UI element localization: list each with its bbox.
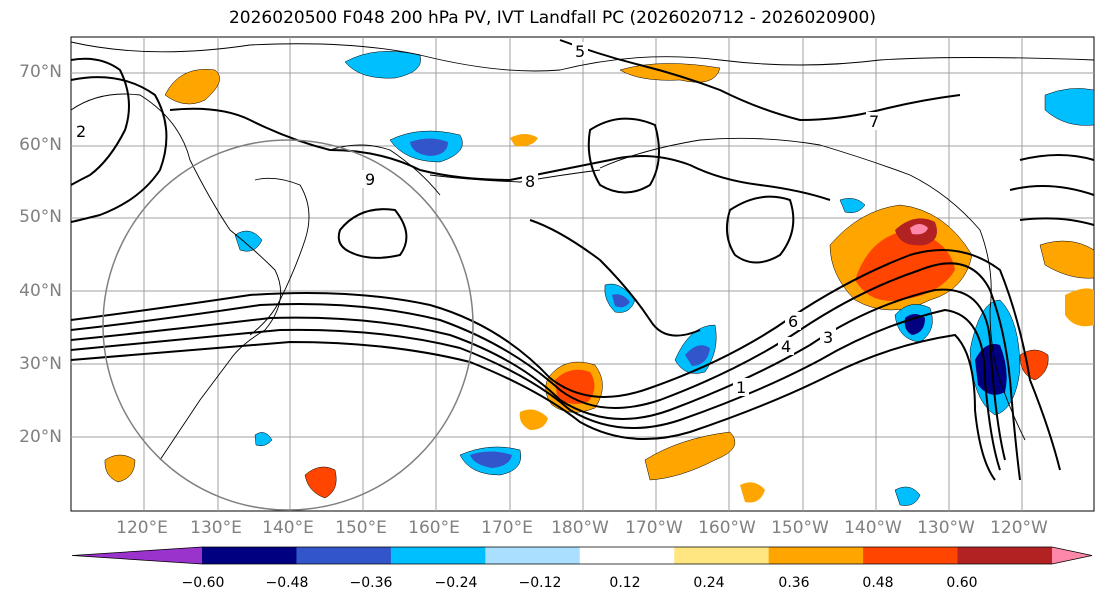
ivt-blob [1065, 288, 1094, 327]
colorbar-outline [71, 546, 1093, 565]
contour-label: 9 [365, 170, 375, 189]
colorbar-segment [202, 547, 297, 564]
contour-label: 3 [823, 328, 833, 347]
ivt-blob [1044, 88, 1095, 126]
colorbar-tick-label: 0.48 [862, 575, 894, 591]
colorbar-tick-label: −0.12 [518, 575, 562, 591]
ivt-blob [410, 138, 448, 156]
ivt-blob [855, 230, 955, 301]
lon-label: 170°W [625, 518, 683, 538]
lon-label: 120°W [990, 518, 1048, 538]
contour-label: 8 [525, 172, 535, 191]
lon-label: 140°E [262, 518, 314, 538]
contour-label: 1 [736, 378, 746, 397]
ivt-blob [740, 482, 765, 503]
ivt-blob [164, 69, 220, 105]
ivt-blob [254, 432, 273, 447]
contour-label: 2 [76, 122, 86, 141]
ivt-blob [685, 345, 710, 366]
ivt-blob [839, 198, 866, 213]
colorbar-segment [957, 547, 1053, 564]
lon-label: 170°E [481, 518, 533, 538]
colorbar-segment [863, 547, 959, 564]
colorbar-segment [674, 547, 770, 564]
colorbar-tick-label: −0.36 [349, 575, 393, 591]
coastlines [70, 41, 1095, 461]
ivt-blob [344, 51, 421, 79]
lon-label: 130°E [190, 518, 242, 538]
lon-label: 150°W [771, 518, 829, 538]
ivt-blob [510, 134, 538, 147]
colorbar-tick-label: −0.60 [181, 575, 225, 591]
ivt-blob [104, 454, 136, 483]
colorbar-tick-label: 0.12 [609, 575, 641, 591]
contour-label: 4 [781, 337, 791, 356]
lon-label: 160°E [408, 518, 460, 538]
ivt-blob [894, 486, 921, 506]
ivt-blob [304, 466, 337, 499]
ivt-blob [644, 431, 736, 481]
highlight-circle [102, 139, 474, 511]
colorbar [71, 546, 1093, 565]
lat-label: 60°N [19, 135, 62, 155]
colorbar-tick-label: 0.60 [946, 575, 978, 591]
colorbar-extend-min [72, 547, 202, 564]
colorbar-segment [390, 547, 486, 564]
lat-label: 20°N [19, 427, 62, 447]
lat-label: 70°N [19, 62, 62, 82]
ivt-blob [1039, 240, 1095, 279]
lon-label: 130°W [917, 518, 975, 538]
lon-label: 150°E [335, 518, 387, 538]
colorbar-tick-label: 0.24 [693, 575, 725, 591]
contour-label: 5 [575, 42, 585, 61]
colorbar-tick-label: 0.36 [778, 575, 810, 591]
contour-label: 6 [788, 312, 798, 331]
chart-title: 2026020500 F048 200 hPa PV, IVT Landfall… [228, 8, 876, 28]
map-panel: 1 3 4 6 7 8 9 5 2 [70, 36, 1095, 512]
ivt-blob [234, 230, 263, 252]
lat-label: 50°N [19, 207, 62, 227]
colorbar-segment [485, 547, 581, 564]
contour-label: 7 [869, 112, 879, 131]
colorbar-tick-label: −0.24 [434, 575, 478, 591]
lon-label: 140°W [844, 518, 902, 538]
contour-label-group: 1 3 4 6 7 8 9 5 2 [73, 42, 882, 397]
lon-label: 180°W [551, 518, 609, 538]
colorbar-segment [296, 547, 392, 564]
colorbar-tick-label: −0.48 [265, 575, 309, 591]
lat-label: 40°N [19, 281, 62, 301]
ivt-blob [470, 451, 512, 468]
lon-label: 120°E [116, 518, 168, 538]
lat-label: 30°N [19, 354, 62, 374]
ivt-blob [1019, 349, 1049, 381]
ivt-blob [519, 409, 548, 430]
colorbar-extend-max [1052, 547, 1092, 564]
ivt-blob [910, 224, 928, 235]
colorbar-segment [579, 547, 675, 564]
ivt-blob [612, 294, 630, 308]
pv-contours [70, 39, 1095, 481]
colorbar-segment [768, 547, 864, 564]
lon-label: 160°W [698, 518, 756, 538]
